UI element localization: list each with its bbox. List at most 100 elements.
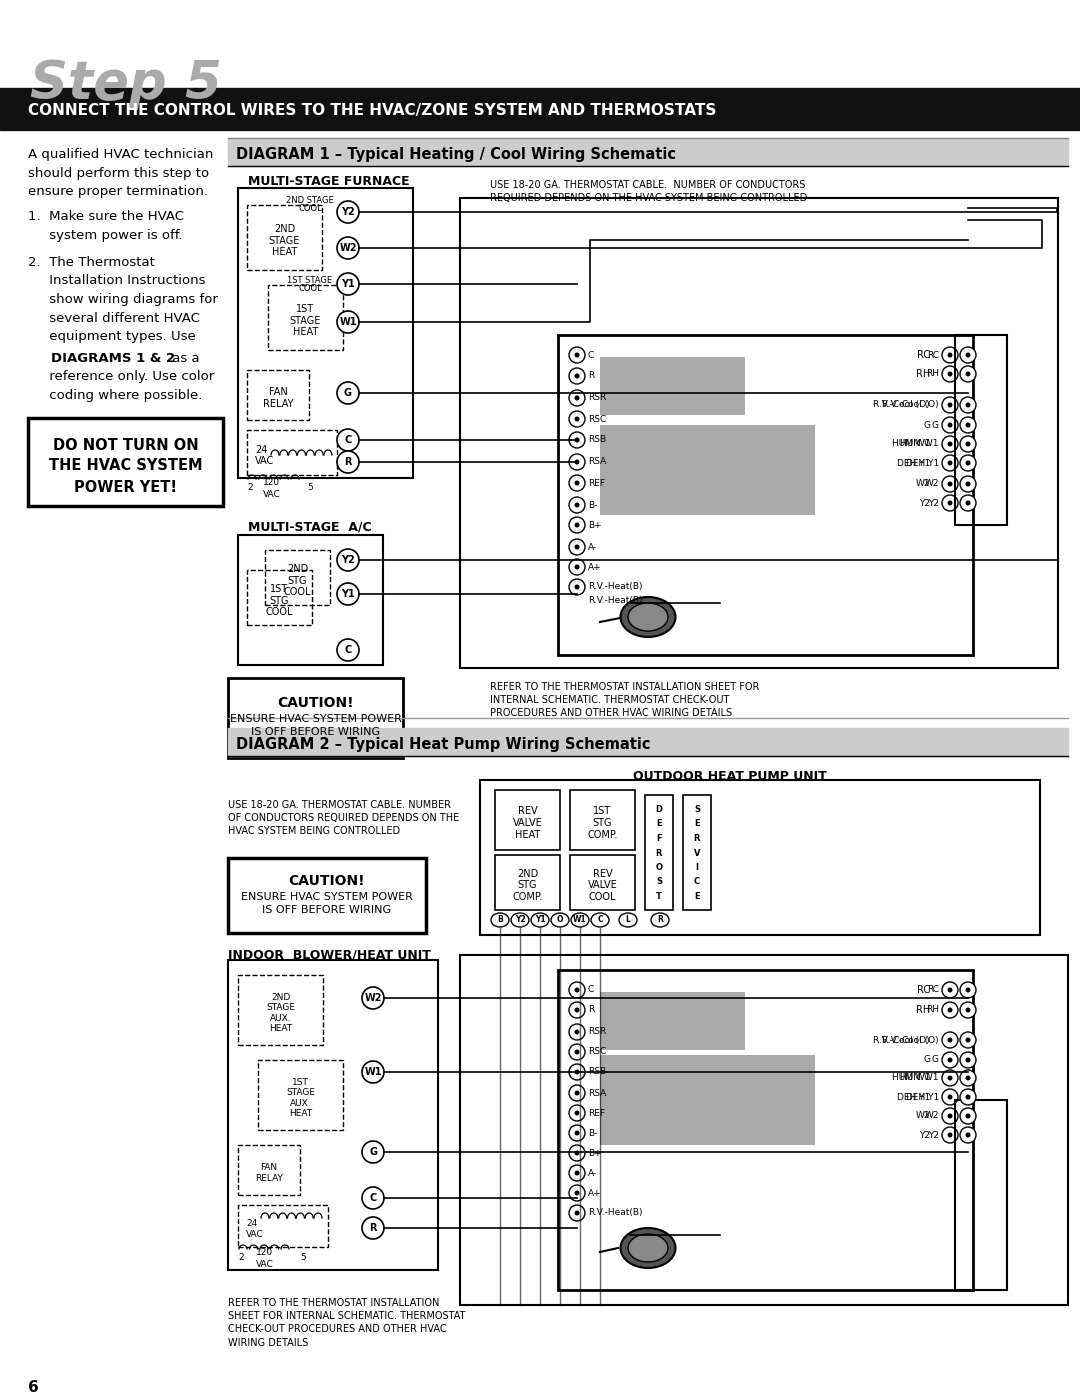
Text: Y1: Y1 xyxy=(535,915,545,925)
Text: S: S xyxy=(694,805,700,814)
Text: W2: W2 xyxy=(916,1112,930,1120)
Bar xyxy=(600,425,815,515)
Circle shape xyxy=(337,549,359,571)
Circle shape xyxy=(362,1217,384,1239)
Circle shape xyxy=(575,1030,580,1035)
Text: CAUTION!: CAUTION! xyxy=(278,696,354,710)
Circle shape xyxy=(947,1094,953,1099)
Text: R: R xyxy=(657,915,663,925)
Circle shape xyxy=(569,346,585,363)
Text: R.V.-Cool (O): R.V.-Cool (O) xyxy=(874,401,930,409)
Ellipse shape xyxy=(591,914,609,928)
Text: RSA: RSA xyxy=(588,1088,606,1098)
Text: D: D xyxy=(656,805,662,814)
Text: reference only. Use color
     coding where possible.: reference only. Use color coding where p… xyxy=(28,370,214,401)
Circle shape xyxy=(966,1058,971,1063)
Text: L: L xyxy=(625,915,631,925)
Circle shape xyxy=(575,352,580,358)
Text: R.V.-Cool (O): R.V.-Cool (O) xyxy=(882,1035,939,1045)
Text: 1.  Make sure the HVAC
     system power is off.: 1. Make sure the HVAC system power is of… xyxy=(28,210,184,242)
Text: Y1: Y1 xyxy=(341,279,355,289)
Text: DIAGRAM 1 – Typical Heating / Cool Wiring Schematic: DIAGRAM 1 – Typical Heating / Cool Wirin… xyxy=(237,147,676,162)
Bar xyxy=(495,855,561,909)
Bar xyxy=(238,1146,300,1194)
Circle shape xyxy=(947,1007,953,1013)
Ellipse shape xyxy=(619,914,637,928)
Text: RH: RH xyxy=(926,1006,939,1014)
Circle shape xyxy=(575,1171,580,1175)
Text: VAC: VAC xyxy=(256,1260,274,1268)
Bar xyxy=(228,728,1068,756)
Circle shape xyxy=(569,497,585,513)
Text: HUM W1: HUM W1 xyxy=(891,1073,930,1083)
Text: DIAGRAM 2 – Typical Heat Pump Wiring Schematic: DIAGRAM 2 – Typical Heat Pump Wiring Sch… xyxy=(237,736,650,752)
Text: B: B xyxy=(497,915,503,925)
Circle shape xyxy=(960,416,976,433)
Text: Y2: Y2 xyxy=(341,555,355,564)
Text: REV
VALVE
COOL: REV VALVE COOL xyxy=(588,869,618,902)
Text: RC: RC xyxy=(927,985,939,995)
Text: DEH Y1: DEH Y1 xyxy=(906,458,939,468)
Circle shape xyxy=(337,237,359,258)
Circle shape xyxy=(960,1032,976,1048)
Circle shape xyxy=(569,982,585,997)
Text: G: G xyxy=(923,420,930,429)
Circle shape xyxy=(960,366,976,381)
Bar xyxy=(600,358,745,415)
Circle shape xyxy=(575,1190,580,1196)
Circle shape xyxy=(966,352,971,358)
Circle shape xyxy=(947,1133,953,1137)
Text: R.V.-Heat(B): R.V.-Heat(B) xyxy=(588,583,643,591)
Circle shape xyxy=(337,381,359,404)
Text: E: E xyxy=(694,893,700,901)
Text: OUTDOOR HEAT PUMP UNIT: OUTDOOR HEAT PUMP UNIT xyxy=(633,770,827,782)
Circle shape xyxy=(966,1007,971,1013)
Circle shape xyxy=(947,1113,953,1119)
Circle shape xyxy=(362,1141,384,1162)
Text: FAN
RELAY: FAN RELAY xyxy=(262,387,294,409)
Circle shape xyxy=(942,346,958,363)
Text: RH: RH xyxy=(926,369,939,379)
Text: RSC: RSC xyxy=(588,415,606,423)
Text: HUM W1: HUM W1 xyxy=(891,440,930,448)
Circle shape xyxy=(569,1024,585,1039)
Ellipse shape xyxy=(511,914,529,928)
Bar xyxy=(228,858,426,933)
Text: W1: W1 xyxy=(573,915,586,925)
Circle shape xyxy=(966,422,971,427)
Text: E: E xyxy=(657,820,662,828)
Ellipse shape xyxy=(491,914,509,928)
Circle shape xyxy=(337,272,359,295)
Text: A qualified HVAC technician
should perform this step to
ensure proper terminatio: A qualified HVAC technician should perfo… xyxy=(28,148,214,198)
Circle shape xyxy=(337,638,359,661)
Text: W2: W2 xyxy=(924,1112,939,1120)
Text: R.V.-Cool (O): R.V.-Cool (O) xyxy=(874,1035,930,1045)
Bar xyxy=(570,855,635,909)
Text: Y2: Y2 xyxy=(341,207,355,217)
Text: DO NOT TURN ON
THE HVAC SYSTEM
POWER YET!: DO NOT TURN ON THE HVAC SYSTEM POWER YET… xyxy=(49,437,202,495)
Text: Y2: Y2 xyxy=(515,915,525,925)
Text: CONNECT THE CONTROL WIRES TO THE HVAC/ZONE SYSTEM AND THERMOSTATS: CONNECT THE CONTROL WIRES TO THE HVAC/ZO… xyxy=(28,103,716,119)
Text: 2ND
STAGE
AUX.
HEAT: 2ND STAGE AUX. HEAT xyxy=(266,993,295,1034)
Circle shape xyxy=(966,1038,971,1042)
Bar xyxy=(238,975,323,1045)
Bar xyxy=(228,138,1068,166)
Circle shape xyxy=(575,564,580,570)
Text: 1ST
STG
COMP.: 1ST STG COMP. xyxy=(588,806,618,840)
Text: T: T xyxy=(656,893,662,901)
Text: HUM W1: HUM W1 xyxy=(901,1073,939,1083)
Text: R: R xyxy=(693,834,700,842)
Bar xyxy=(247,430,337,475)
Text: G: G xyxy=(932,420,939,429)
Circle shape xyxy=(966,988,971,992)
Text: Y2: Y2 xyxy=(928,499,939,507)
Circle shape xyxy=(569,1125,585,1141)
Text: REV
VALVE
HEAT: REV VALVE HEAT xyxy=(513,806,542,840)
Ellipse shape xyxy=(571,914,589,928)
Circle shape xyxy=(942,416,958,433)
Text: COOL: COOL xyxy=(298,204,322,212)
Text: W2: W2 xyxy=(364,993,381,1003)
Bar xyxy=(955,1099,1007,1289)
Text: DEH Y1: DEH Y1 xyxy=(896,1092,930,1101)
Circle shape xyxy=(575,1130,580,1136)
